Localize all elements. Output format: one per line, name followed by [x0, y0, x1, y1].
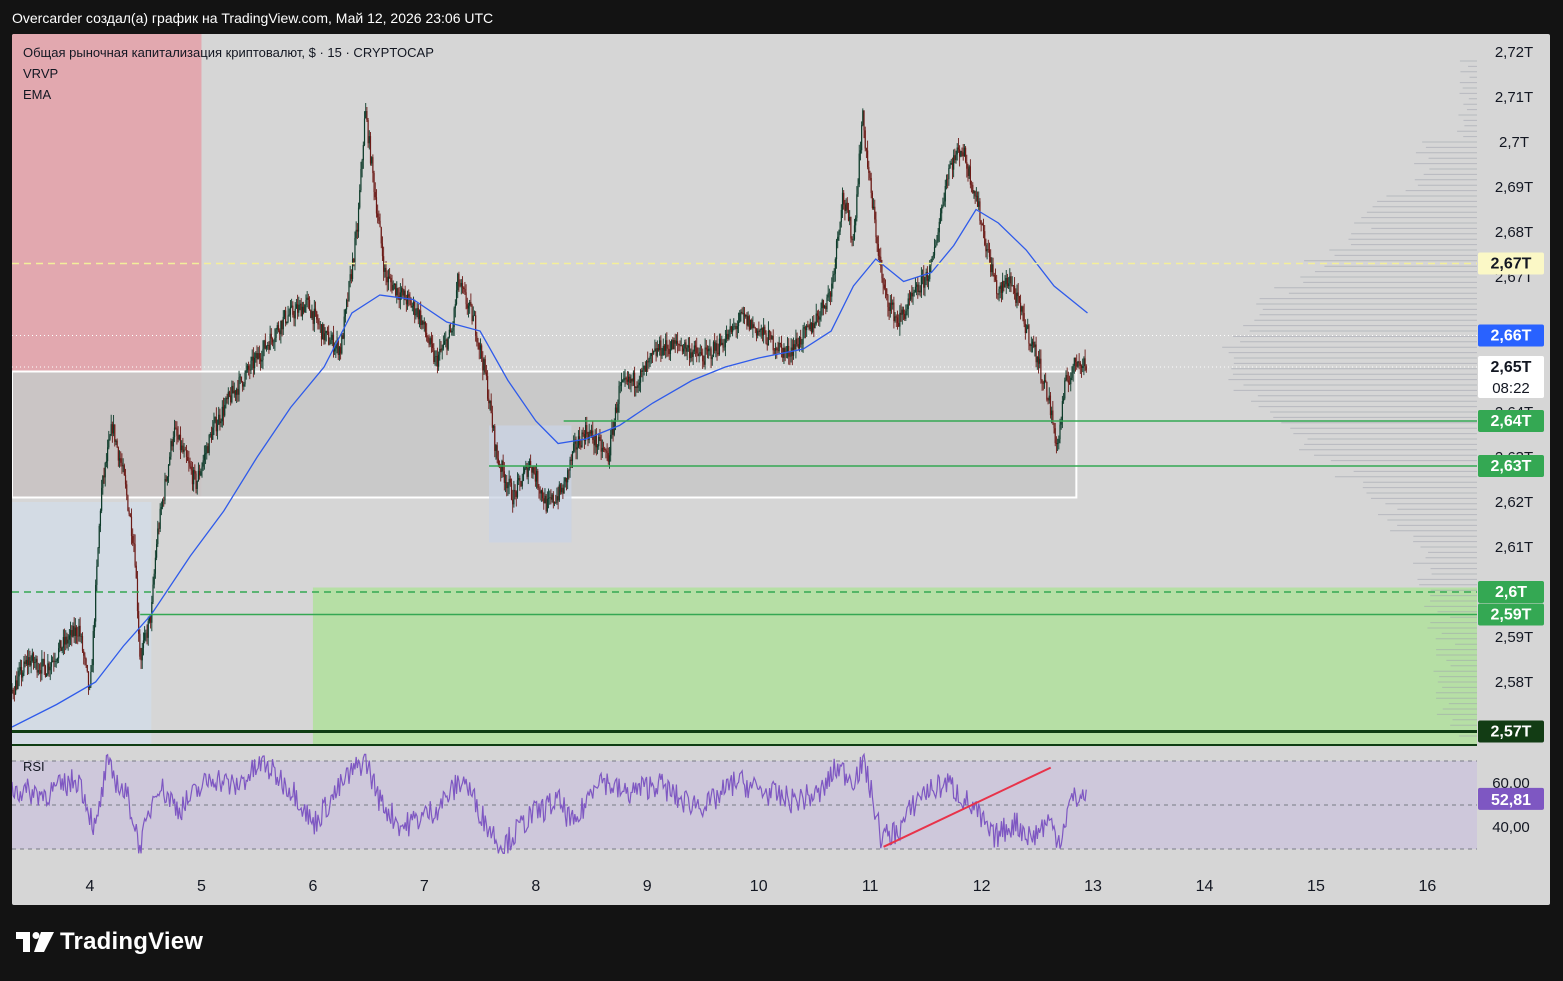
level-tag-2,6T: 2,6T [1478, 581, 1544, 603]
level-tag-2,63T-bg [1478, 455, 1544, 477]
level-tag-2,59T: 2,59T [1478, 603, 1544, 626]
level-tag-2,64T-label: 2,64T [1491, 413, 1532, 430]
zone-demand [312, 587, 1477, 745]
level-tag-2,59T-bg [1478, 603, 1544, 626]
time-tick-label: 5 [197, 878, 206, 895]
level-tag-2,67T-label: 2,67T [1491, 256, 1532, 273]
level-tag-2,57T: 2,57T [1478, 720, 1544, 743]
price-tick-label: 2,7T [1499, 134, 1529, 151]
brand-name: TradingView [60, 928, 204, 955]
level-tag-2,59T-label: 2,59T [1491, 607, 1532, 624]
rsi-tick-label: 60,00 [1492, 775, 1530, 792]
level-tag-2,57T-bg [1478, 720, 1544, 743]
price-axis: 2,72T 2,71T 2,7T 2,69T 2,68T 2,67T 2,64T 2,63T 2… [1478, 44, 1544, 743]
time-tick-label: 6 [308, 878, 317, 895]
rsi-band [12, 761, 1477, 849]
price-tag-1-countdown: 08:22 [1492, 380, 1530, 397]
chart-svg[interactable]: 2,72T 2,71T 2,7T 2,69T 2,68T 2,67T 2,64T 2,63T 2… [12, 34, 1550, 905]
level-tag-2,64T-bg [1478, 410, 1544, 432]
price-tick-label: 2,69T [1495, 179, 1533, 196]
symbol-legend-title[interactable]: Общая рыночная капитализация криптовалют… [23, 45, 434, 60]
time-tick-label: 8 [531, 878, 540, 895]
price-tick-label: 2,59T [1495, 629, 1533, 646]
brand-logo[interactable]: TradingView [16, 928, 203, 956]
level-tag-2,67T: 2,67T [1478, 252, 1544, 275]
price-tag-1-label: 2,65T [1491, 359, 1532, 376]
rsi-axis: 60,00 40,00 52,81 [1478, 775, 1544, 836]
candles [12, 103, 1087, 702]
price-tick-label: 2,62T [1495, 494, 1533, 511]
rsi-line [12, 752, 1087, 855]
level-tag-2,57T-label: 2,57T [1491, 724, 1532, 741]
price-tag-0: 2,66T [1478, 324, 1544, 347]
rsi-value-tag: 52,81 [1491, 792, 1531, 809]
chart-area[interactable]: 2,72T 2,71T 2,7T 2,69T 2,68T 2,67T 2,64T 2,63T 2… [12, 34, 1550, 905]
time-axis: 4 5 6 7 8 9 10 11 12 13 14 15 16 [86, 878, 1437, 895]
time-tick-label: 11 [862, 878, 879, 895]
price-tick-label: 2,58T [1495, 674, 1533, 691]
level-tag-2,63T-label: 2,63T [1491, 458, 1532, 475]
price-tick-label: 2,72T [1495, 44, 1533, 61]
time-tick-label: 4 [86, 878, 95, 895]
time-tick-label: 12 [973, 878, 991, 895]
price-tag-0-bg [1478, 324, 1544, 347]
level-tag-2,6T-bg [1478, 581, 1544, 603]
ema-line [12, 208, 1088, 728]
zone-lower-left-box [12, 502, 152, 745]
time-tick-label: 13 [1084, 878, 1102, 895]
price-tick-label: 2,71T [1495, 89, 1533, 106]
indicator-legend-rsi[interactable]: RSI [23, 759, 45, 774]
time-tick-label: 9 [643, 878, 652, 895]
price-tag-1-bg [1478, 356, 1544, 398]
rsi-tick-label: 40,00 [1492, 819, 1530, 836]
time-tick-label: 10 [750, 878, 768, 895]
time-tick-label: 16 [1419, 878, 1437, 895]
rsi-trendline [883, 766, 1052, 848]
time-tick-label: 14 [1196, 878, 1214, 895]
level-tag-2,6T-label: 2,6T [1495, 584, 1527, 601]
indicator-legend-ema[interactable]: EMA [23, 87, 52, 102]
level-tag-2,64T: 2,64T [1478, 410, 1544, 432]
time-tick-label: 7 [420, 878, 429, 895]
price-tag-1: 2,65T 08:22 [1478, 356, 1544, 398]
rsi-value-tag-bg [1478, 787, 1544, 810]
level-tag-2,63T: 2,63T [1478, 455, 1544, 477]
level-tag-2,67T-bg [1478, 252, 1544, 275]
price-tick-label: 2,61T [1495, 539, 1533, 556]
tradingview-logo-icon [16, 932, 54, 952]
price-tag-0-label: 2,66T [1491, 328, 1532, 345]
price-tick-label: 2,68T [1495, 224, 1533, 241]
chart-caption: Overcarder создал(а) график на TradingVi… [12, 10, 494, 26]
indicator-legend-vrvp[interactable]: VRVP [23, 66, 59, 81]
time-tick-label: 15 [1307, 878, 1325, 895]
zone-consolidation [489, 425, 572, 543]
